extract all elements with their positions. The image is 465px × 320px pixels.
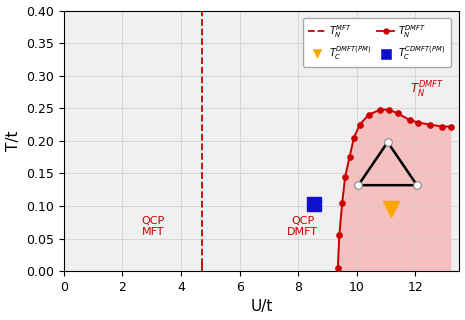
Legend: $T_N^{MFT}$, $T_C^{DMFT(PM)}$, $T_N^{DMFT}$, $T_C^{CDMFT(PM)}$: $T_N^{MFT}$, $T_C^{DMFT(PM)}$, $T_N^{DMF… [303,18,451,67]
Text: QCP
DMFT: QCP DMFT [287,216,318,237]
Polygon shape [338,109,451,271]
X-axis label: U/t: U/t [251,300,273,315]
Text: $T_N^{\mathit{DMFT}}$: $T_N^{\mathit{DMFT}}$ [410,80,444,100]
Text: QCP
MFT: QCP MFT [141,216,165,237]
Y-axis label: T/t: T/t [6,131,20,151]
